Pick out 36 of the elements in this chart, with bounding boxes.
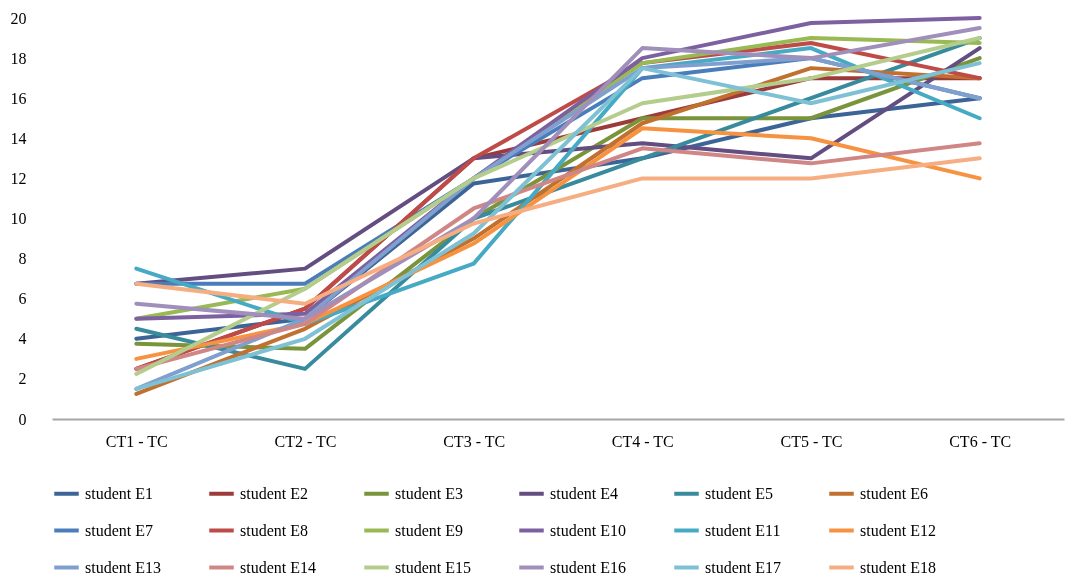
legend-label: student E1 bbox=[85, 484, 153, 502]
legend-label: student E13 bbox=[85, 558, 161, 576]
legend-label: student E12 bbox=[860, 521, 936, 539]
legend-label: student E3 bbox=[395, 484, 463, 502]
x-tick-label: CT5 - TC bbox=[780, 432, 843, 450]
legend-label: student E14 bbox=[240, 558, 316, 576]
legend-label: student E9 bbox=[395, 521, 463, 539]
legend-label: student E8 bbox=[240, 521, 308, 539]
y-tick-label: 18 bbox=[10, 49, 27, 67]
legend-label: student E7 bbox=[85, 521, 153, 539]
legend-label: student E17 bbox=[705, 558, 781, 576]
y-tick-label: 20 bbox=[10, 9, 27, 27]
x-tick-label: CT4 - TC bbox=[611, 432, 674, 450]
legend-label: student E4 bbox=[550, 484, 618, 502]
legend-label: student E10 bbox=[550, 521, 626, 539]
y-tick-label: 10 bbox=[10, 210, 27, 227]
legend-label: student E5 bbox=[705, 484, 773, 502]
y-tick-label: 14 bbox=[10, 129, 27, 147]
y-tick-label: 0 bbox=[18, 410, 27, 428]
x-tick-label: CT2 - TC bbox=[274, 432, 337, 450]
y-tick-label: 6 bbox=[18, 290, 27, 308]
x-tick-label: CT3 - TC bbox=[443, 432, 506, 450]
y-tick-label: 16 bbox=[10, 89, 27, 107]
legend-label: student E6 bbox=[860, 484, 928, 502]
legend-label: student E11 bbox=[705, 521, 781, 539]
legend-label: student E2 bbox=[240, 484, 308, 502]
y-tick-label: 4 bbox=[18, 330, 27, 348]
legend-label: student E16 bbox=[550, 558, 626, 576]
legend-label: student E15 bbox=[395, 558, 471, 576]
y-tick-label: 8 bbox=[18, 250, 27, 268]
y-tick-label: 2 bbox=[18, 370, 27, 388]
x-tick-label: CT6 - TC bbox=[949, 432, 1012, 450]
line-series bbox=[134, 156, 982, 306]
x-tick-label: CT1 - TC bbox=[105, 432, 168, 450]
legend-label: student E18 bbox=[860, 558, 936, 576]
y-tick-label: 12 bbox=[10, 169, 27, 187]
